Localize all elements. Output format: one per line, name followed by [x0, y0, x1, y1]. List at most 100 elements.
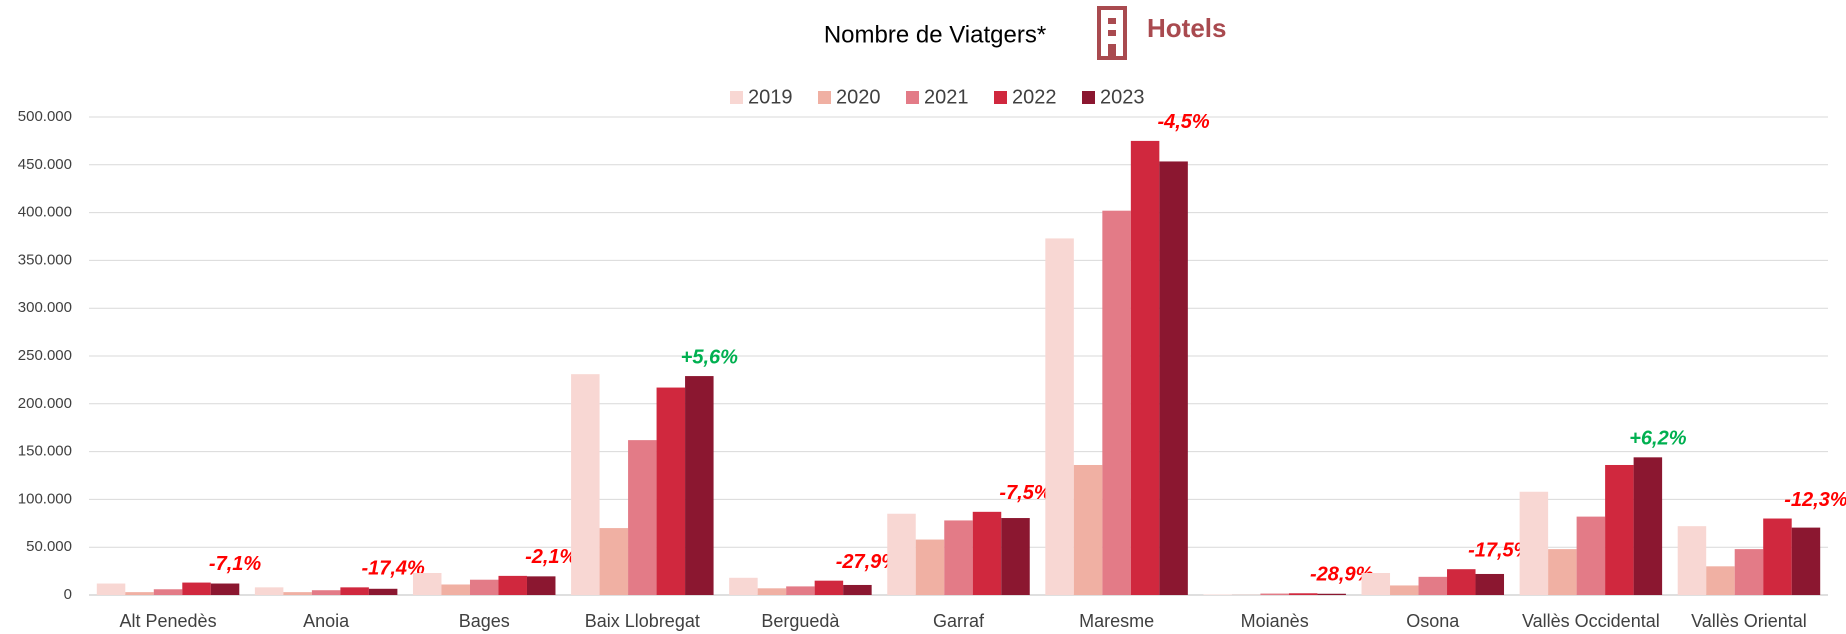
x-tick-label: Maresme — [1079, 611, 1154, 631]
bar — [1260, 593, 1289, 595]
bar — [1763, 518, 1792, 595]
bar — [368, 588, 398, 595]
legend-swatch — [906, 91, 919, 104]
annotation: +5,6% — [681, 346, 738, 368]
bar — [254, 587, 284, 595]
bar — [210, 583, 240, 595]
annotation: -28,9% — [1310, 564, 1374, 586]
bar — [1045, 238, 1074, 596]
annotation: +6,2% — [1629, 428, 1686, 450]
annotation: -7,1% — [209, 553, 261, 575]
bar — [1418, 576, 1448, 595]
bar — [1102, 210, 1131, 596]
chart-title: Nombre de Viatgers* — [824, 21, 1046, 48]
bar — [1073, 464, 1103, 595]
badge: Hotels — [1147, 13, 1226, 43]
x-tick-label: Vallès Occidental — [1522, 611, 1660, 631]
y-tick-label: 0 — [64, 586, 72, 603]
bar — [469, 579, 499, 595]
annotation: -17,4% — [361, 558, 425, 580]
bar — [1677, 526, 1707, 595]
bar — [1001, 518, 1030, 595]
annotation: -7,5% — [999, 482, 1051, 504]
annotation: -12,3% — [1784, 489, 1846, 511]
bar — [685, 376, 714, 595]
bar — [1130, 140, 1160, 595]
bar — [1791, 527, 1821, 595]
x-tick-label: Moianès — [1241, 611, 1309, 631]
legend-swatch — [1082, 91, 1095, 104]
bar — [182, 582, 211, 595]
bar — [843, 584, 872, 595]
legend-label: 2022 — [1012, 86, 1057, 108]
legend-swatch — [730, 91, 743, 104]
bar — [1576, 516, 1606, 595]
legend-swatch — [994, 91, 1007, 104]
bar — [412, 573, 442, 595]
y-tick-label: 400.000 — [18, 204, 72, 221]
bar — [729, 577, 758, 595]
bar — [1317, 593, 1346, 595]
bar — [311, 590, 341, 595]
bar — [1548, 549, 1577, 595]
bar — [972, 511, 1002, 595]
y-tick-label: 350.000 — [18, 251, 72, 268]
legend-label: 2020 — [836, 86, 881, 108]
bar — [153, 589, 183, 595]
annotation: -2,1% — [525, 546, 577, 568]
y-tick-label: 100.000 — [18, 490, 72, 507]
legend-label: 2021 — [924, 86, 969, 108]
bar — [283, 592, 312, 595]
bar — [340, 587, 369, 595]
bar — [656, 387, 686, 595]
y-tick-label: 450.000 — [18, 156, 72, 173]
legend-swatch — [818, 91, 831, 104]
annotation: -4,5% — [1157, 111, 1209, 133]
bar — [915, 539, 945, 595]
bar — [1734, 549, 1764, 595]
bar — [1288, 593, 1318, 595]
bar — [1159, 161, 1188, 596]
annotation: -27,9% — [836, 551, 900, 573]
y-tick-label: 500.000 — [18, 108, 72, 125]
annotation: -17,5% — [1468, 539, 1532, 561]
x-tick-label: Garraf — [933, 611, 985, 631]
y-tick-label: 150.000 — [18, 443, 72, 460]
bar — [571, 374, 600, 595]
bar — [1706, 566, 1735, 595]
bar — [599, 528, 629, 595]
legend-label: 2019 — [748, 86, 793, 108]
x-tick-label: Anoia — [303, 611, 350, 631]
bar — [944, 520, 973, 595]
y-tick-label: 300.000 — [18, 299, 72, 316]
x-tick-label: Vallès Oriental — [1691, 611, 1807, 631]
x-tick-label: Berguedà — [761, 611, 840, 631]
bar — [1605, 464, 1634, 595]
hotel-icon — [1097, 6, 1127, 60]
bar — [441, 584, 470, 595]
y-tick-label: 50.000 — [26, 538, 72, 555]
bar — [757, 588, 787, 595]
bar — [1519, 491, 1549, 595]
x-tick-label: Alt Penedès — [120, 611, 217, 631]
bar — [887, 513, 916, 595]
x-tick-label: Baix Llobregat — [585, 611, 700, 631]
bar — [1475, 573, 1505, 595]
bar — [96, 583, 126, 595]
bar — [1390, 585, 1419, 595]
bar — [786, 586, 815, 595]
bar — [1361, 573, 1391, 595]
x-tick-label: Bages — [459, 611, 510, 631]
bar — [526, 576, 556, 595]
y-tick-label: 250.000 — [18, 347, 72, 364]
bar — [628, 440, 657, 595]
x-tick-label: Osona — [1406, 611, 1460, 631]
legend-label: 2023 — [1100, 86, 1145, 108]
bar — [498, 575, 527, 595]
bar — [1633, 457, 1663, 595]
bar — [125, 592, 154, 595]
y-tick-label: 200.000 — [18, 395, 72, 412]
bar — [1447, 569, 1476, 595]
bar — [814, 580, 844, 595]
